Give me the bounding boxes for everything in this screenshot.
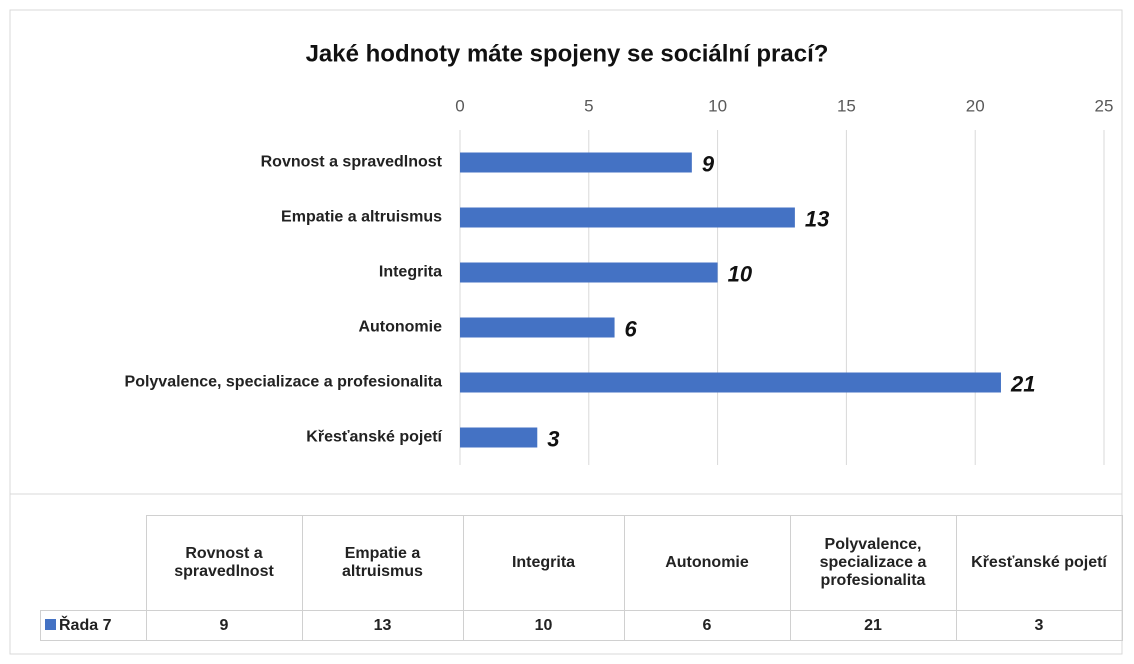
corner-cell: [40, 515, 147, 611]
y-tick-label: Integrita: [379, 264, 442, 281]
data-label: 10: [728, 261, 753, 286]
data-label: 9: [702, 151, 715, 176]
y-tick-label: Polyvalence, specializace a profesionali…: [125, 374, 443, 391]
y-tick-label: Empatie a altruismus: [281, 209, 442, 226]
bar: [460, 372, 1001, 393]
legend-swatch: [45, 618, 56, 630]
chart-border: [9, 9, 1123, 655]
x-tick-label: 15: [837, 96, 856, 115]
bar: [460, 207, 795, 228]
table-value: 21: [789, 610, 957, 641]
y-tick-label: Autonomie: [358, 319, 442, 336]
table-value: 9: [145, 610, 303, 641]
data-label: 21: [1010, 371, 1035, 396]
table-value: 3: [955, 610, 1123, 641]
table-header: Integrita: [462, 515, 625, 611]
table-header: Empatie a altruismus: [301, 515, 464, 611]
table-header: Rovnost a spravedlnost: [145, 515, 303, 611]
table-value: 13: [301, 610, 464, 641]
x-tick-label: 0: [455, 96, 464, 115]
y-tick-label: Křesťanské pojetí: [306, 429, 442, 446]
x-tick-label: 5: [584, 96, 593, 115]
legend-label: Řada 7: [59, 616, 112, 634]
data-table: Rovnost a spravedlnost Empatie a altruism…: [40, 515, 1123, 641]
x-tick-label: 25: [1095, 96, 1114, 115]
bar: [460, 317, 615, 338]
data-label: 3: [547, 426, 559, 451]
table-value: 10: [462, 610, 625, 641]
bar: [460, 152, 692, 173]
bar: [460, 427, 538, 448]
data-label: 13: [805, 206, 829, 231]
table-header: Křesťanské pojetí: [955, 515, 1123, 611]
y-tick-label: Rovnost a spravedlnost: [261, 154, 443, 171]
data-label: 6: [625, 316, 638, 341]
table-header: Autonomie: [623, 515, 791, 611]
chart-title: Jaké hodnoty máte spojeny se sociální pr…: [306, 40, 829, 67]
legend-cell: Řada 7: [40, 610, 147, 641]
table-value: 6: [623, 610, 791, 641]
x-tick-label: 10: [708, 96, 727, 115]
bar: [460, 262, 718, 283]
table-header: Polyvalence, specializace a profesionali…: [789, 515, 957, 611]
x-tick-label: 20: [966, 96, 985, 115]
